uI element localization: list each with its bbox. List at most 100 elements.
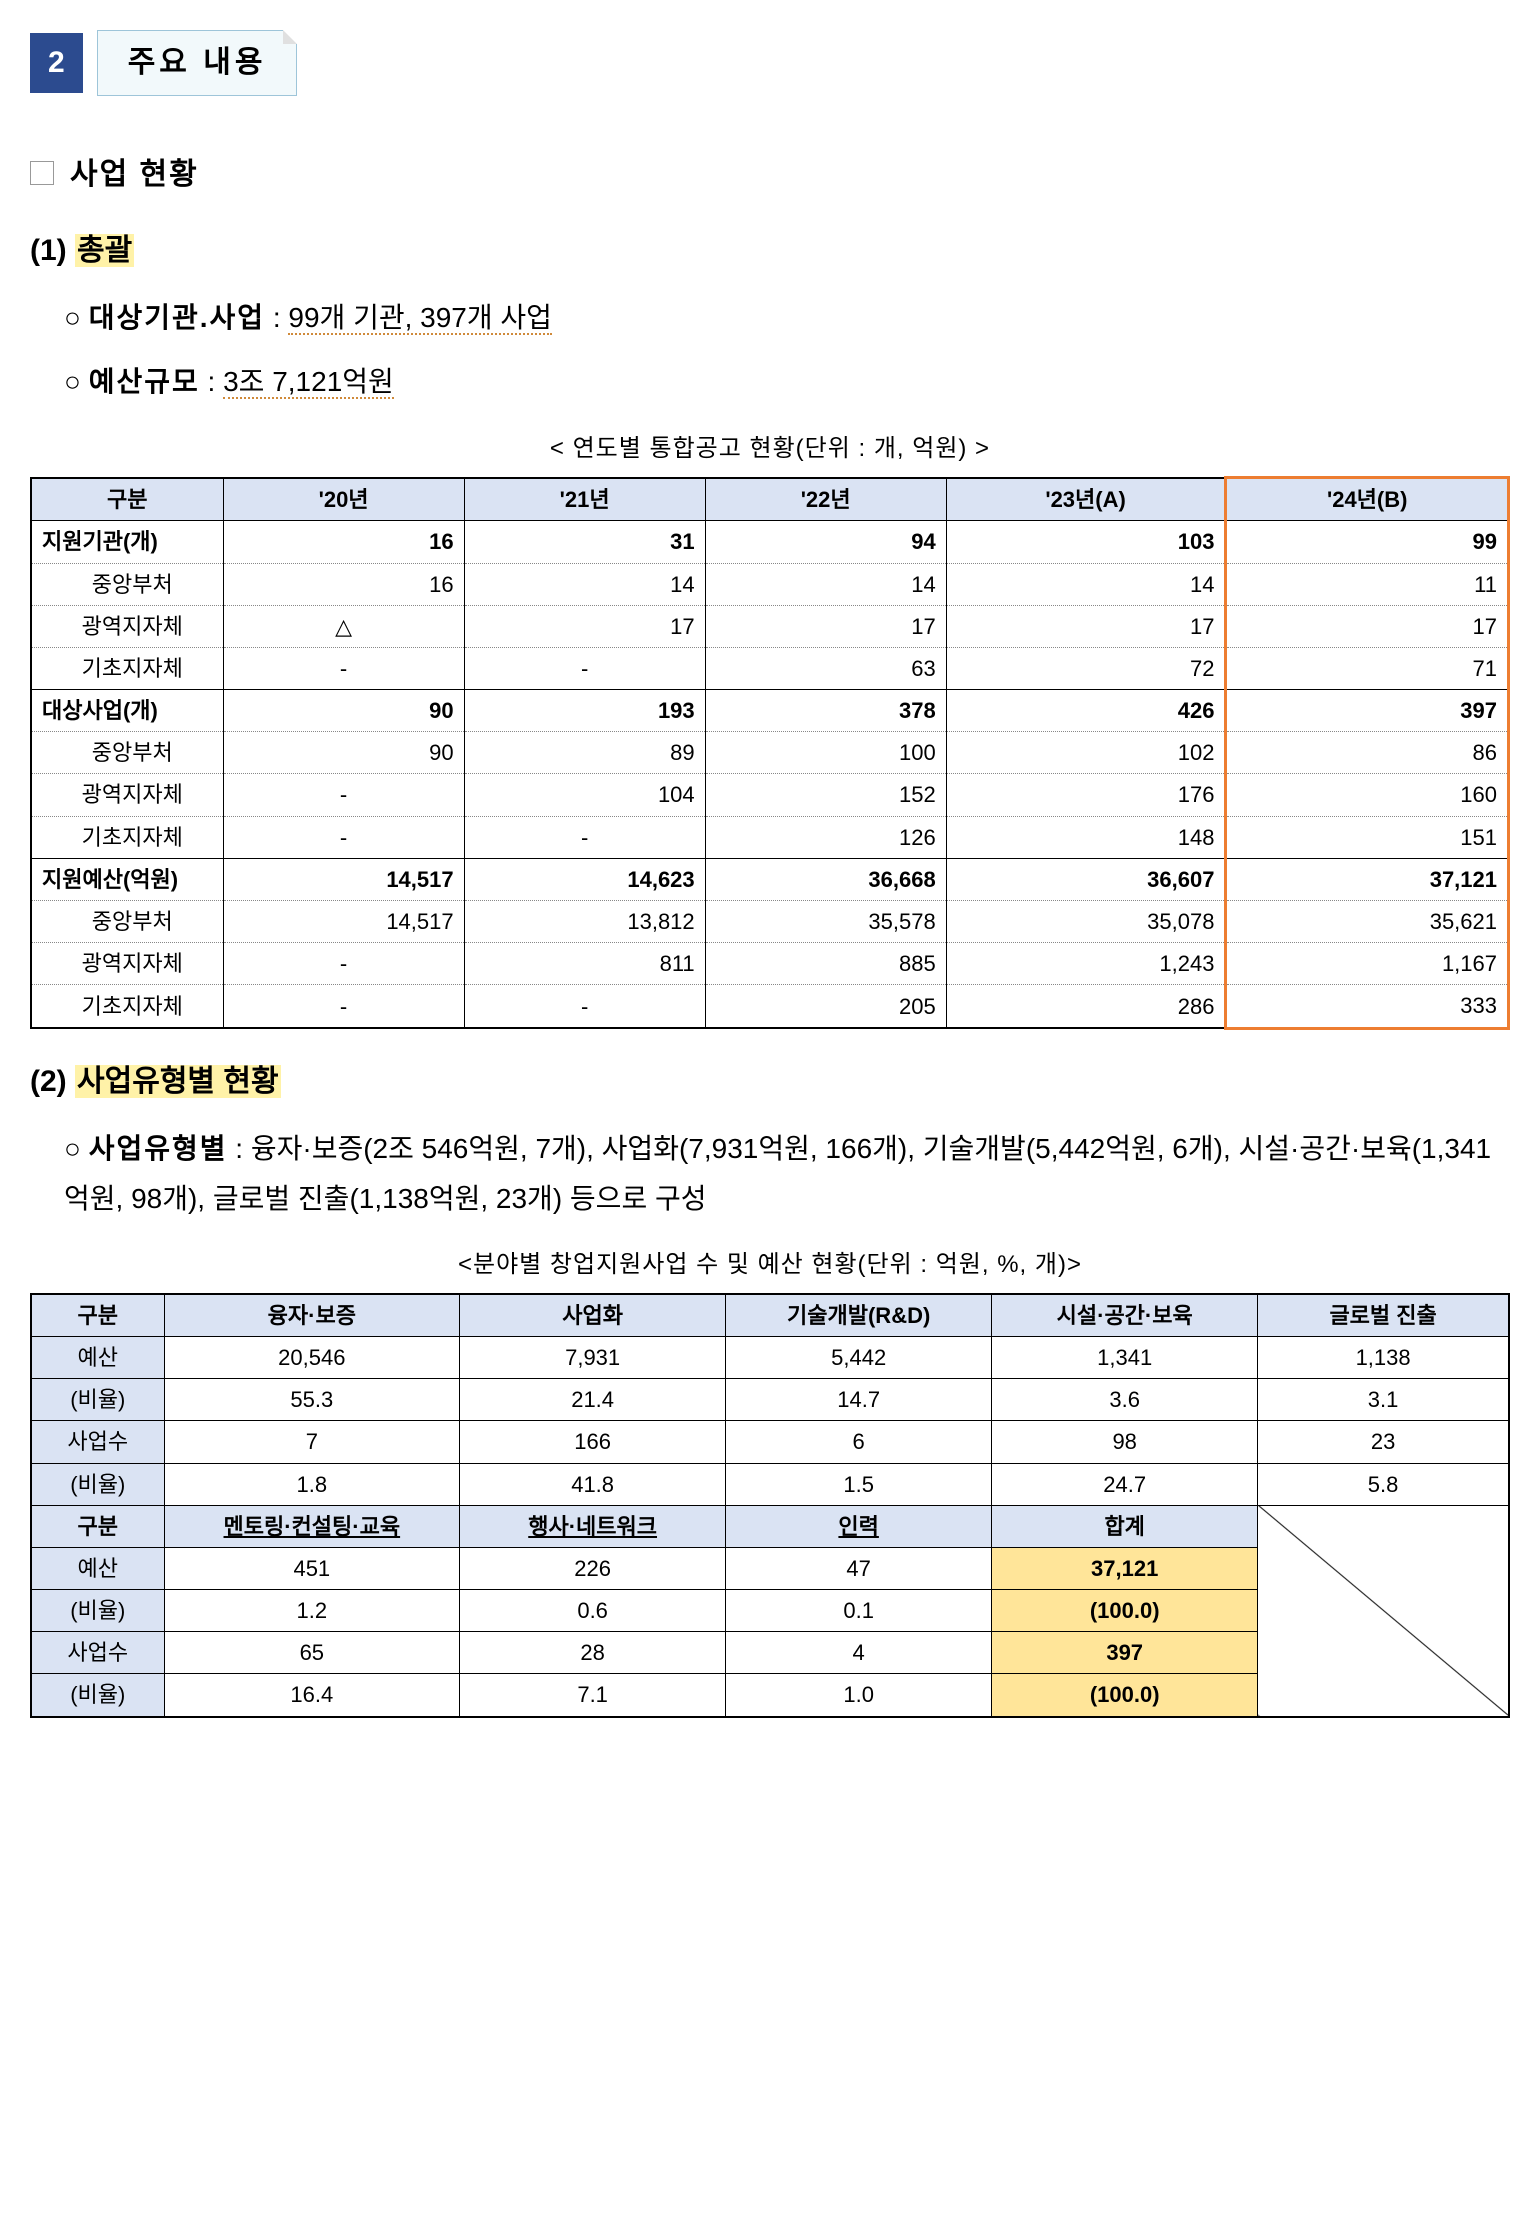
bullet-types-label: 사업유형별 — [89, 1133, 228, 1164]
table1-cell: 148 — [946, 816, 1226, 858]
table2-cell: 7,931 — [460, 1336, 726, 1378]
bullet-budget-value: 3조 7,121억원 — [223, 366, 394, 399]
table2-cell: 0.6 — [460, 1590, 726, 1632]
subheading-2-title: 사업유형별 현황 — [75, 1065, 281, 1098]
table1-subcategory: 광역지자체 — [31, 605, 223, 647]
section-header: 2 주요 내용 — [30, 30, 297, 96]
table1-cell: 90 — [223, 732, 464, 774]
table1-header: '21년 — [464, 478, 705, 521]
table1-cell: 152 — [705, 774, 946, 816]
table1-cell: - — [223, 985, 464, 1028]
table2-cell: 397 — [992, 1632, 1258, 1674]
table2-cell: 6 — [726, 1421, 992, 1463]
table2-cell: (100.0) — [992, 1590, 1258, 1632]
table1-cell: 99 — [1226, 521, 1509, 563]
table2-header: 멘토링·컨설팅·교육 — [164, 1505, 460, 1547]
table2-header: 인력 — [726, 1505, 992, 1547]
table1-header: '22년 — [705, 478, 946, 521]
table1-cell: 86 — [1226, 732, 1509, 774]
table2-cell: 5,442 — [726, 1336, 992, 1378]
table2-cell: 20,546 — [164, 1336, 460, 1378]
table2-cell: 3.1 — [1258, 1379, 1509, 1421]
table1-cell: 14,517 — [223, 858, 464, 900]
table1-cell: - — [464, 985, 705, 1028]
table2-cell: (100.0) — [992, 1674, 1258, 1717]
table1-cell: △ — [223, 605, 464, 647]
table2-cell: 65 — [164, 1632, 460, 1674]
table1-cell: 71 — [1226, 647, 1509, 689]
table2-cell: 5.8 — [1258, 1463, 1509, 1505]
table1-cell: 100 — [705, 732, 946, 774]
table1-cell: 378 — [705, 690, 946, 732]
table1-subcategory: 기초지자체 — [31, 816, 223, 858]
bullet-colon: : — [273, 302, 289, 333]
table2-header: 융자·보증 — [164, 1294, 460, 1337]
table1-cell: 333 — [1226, 985, 1509, 1028]
table2-row-label: 사업수 — [31, 1421, 164, 1463]
table1-cell: 176 — [946, 774, 1226, 816]
bullet-budget: ○ 예산규모 : 3조 7,121억원 — [64, 357, 1510, 407]
bullet-target-value: 99개 기관, 397개 사업 — [288, 302, 552, 335]
table1-cell: 37,121 — [1226, 858, 1509, 900]
table2-header: 시설·공간·보육 — [992, 1294, 1258, 1337]
table1-cell: 16 — [223, 563, 464, 605]
table2-cell: 1.8 — [164, 1463, 460, 1505]
table1-cell: - — [223, 774, 464, 816]
table2-cell: 37,121 — [992, 1547, 1258, 1589]
table1-cell: 14,623 — [464, 858, 705, 900]
table2-header: 기술개발(R&D) — [726, 1294, 992, 1337]
table1-cell: 811 — [464, 943, 705, 985]
table1-cell: - — [464, 816, 705, 858]
table1-cell: 286 — [946, 985, 1226, 1028]
table1-cell: 151 — [1226, 816, 1509, 858]
table-by-type: 구분융자·보증사업화기술개발(R&D)시설·공간·보육글로벌 진출예산20,54… — [30, 1293, 1510, 1718]
table1-cell: 36,607 — [946, 858, 1226, 900]
table1-cell: 104 — [464, 774, 705, 816]
table1-cell: 11 — [1226, 563, 1509, 605]
table2-header: 합계 — [992, 1505, 1258, 1547]
table1-cell: 90 — [223, 690, 464, 732]
table2-row-label: 예산 — [31, 1547, 164, 1589]
table1-cell: 1,167 — [1226, 943, 1509, 985]
table2-cell: 41.8 — [460, 1463, 726, 1505]
table2-cell: 7 — [164, 1421, 460, 1463]
table1-cell: 13,812 — [464, 901, 705, 943]
table2-header: 구분 — [31, 1294, 164, 1337]
table1-cell: 103 — [946, 521, 1226, 563]
subheading-2: (2) 사업유형별 현황 — [30, 1058, 1510, 1106]
table1-subcategory: 기초지자체 — [31, 647, 223, 689]
fold-icon — [283, 30, 297, 44]
table2-cell: 166 — [460, 1421, 726, 1463]
table1-header: '24년(B) — [1226, 478, 1509, 521]
table1-cell: 14 — [946, 563, 1226, 605]
table1-header: '20년 — [223, 478, 464, 521]
table1-cell: 94 — [705, 521, 946, 563]
table1-cell: 885 — [705, 943, 946, 985]
table2-cell: 1,341 — [992, 1336, 1258, 1378]
table2-cell: 1.0 — [726, 1674, 992, 1717]
table2-cell: 7.1 — [460, 1674, 726, 1717]
table2-cell: 23 — [1258, 1421, 1509, 1463]
table1-subcategory: 기초지자체 — [31, 985, 223, 1028]
table2-diagonal — [1258, 1505, 1509, 1716]
table2-cell: 55.3 — [164, 1379, 460, 1421]
table2-cell: 226 — [460, 1547, 726, 1589]
subheading-2-num: (2) — [30, 1065, 67, 1098]
table2-row-label: 예산 — [31, 1336, 164, 1378]
bullet-colon: : — [208, 366, 224, 397]
table2-row-label: (비율) — [31, 1463, 164, 1505]
table1-cell: 89 — [464, 732, 705, 774]
heading-text: 사업 현황 — [70, 158, 199, 191]
bullet-target: ○ 대상기관.사업 : 99개 기관, 397개 사업 — [64, 293, 1510, 343]
table1-header: 구분 — [31, 478, 223, 521]
table1-header: '23년(A) — [946, 478, 1226, 521]
table1-cell: 63 — [705, 647, 946, 689]
subheading-1: (1) 총괄 — [30, 227, 1510, 275]
table2-row-label: (비율) — [31, 1590, 164, 1632]
table2-cell: 47 — [726, 1547, 992, 1589]
table1-cell: 35,578 — [705, 901, 946, 943]
table2-row-label: 사업수 — [31, 1632, 164, 1674]
section-title-text: 주요 내용 — [128, 46, 267, 79]
table2-cell: 98 — [992, 1421, 1258, 1463]
table1-subcategory: 중앙부처 — [31, 732, 223, 774]
